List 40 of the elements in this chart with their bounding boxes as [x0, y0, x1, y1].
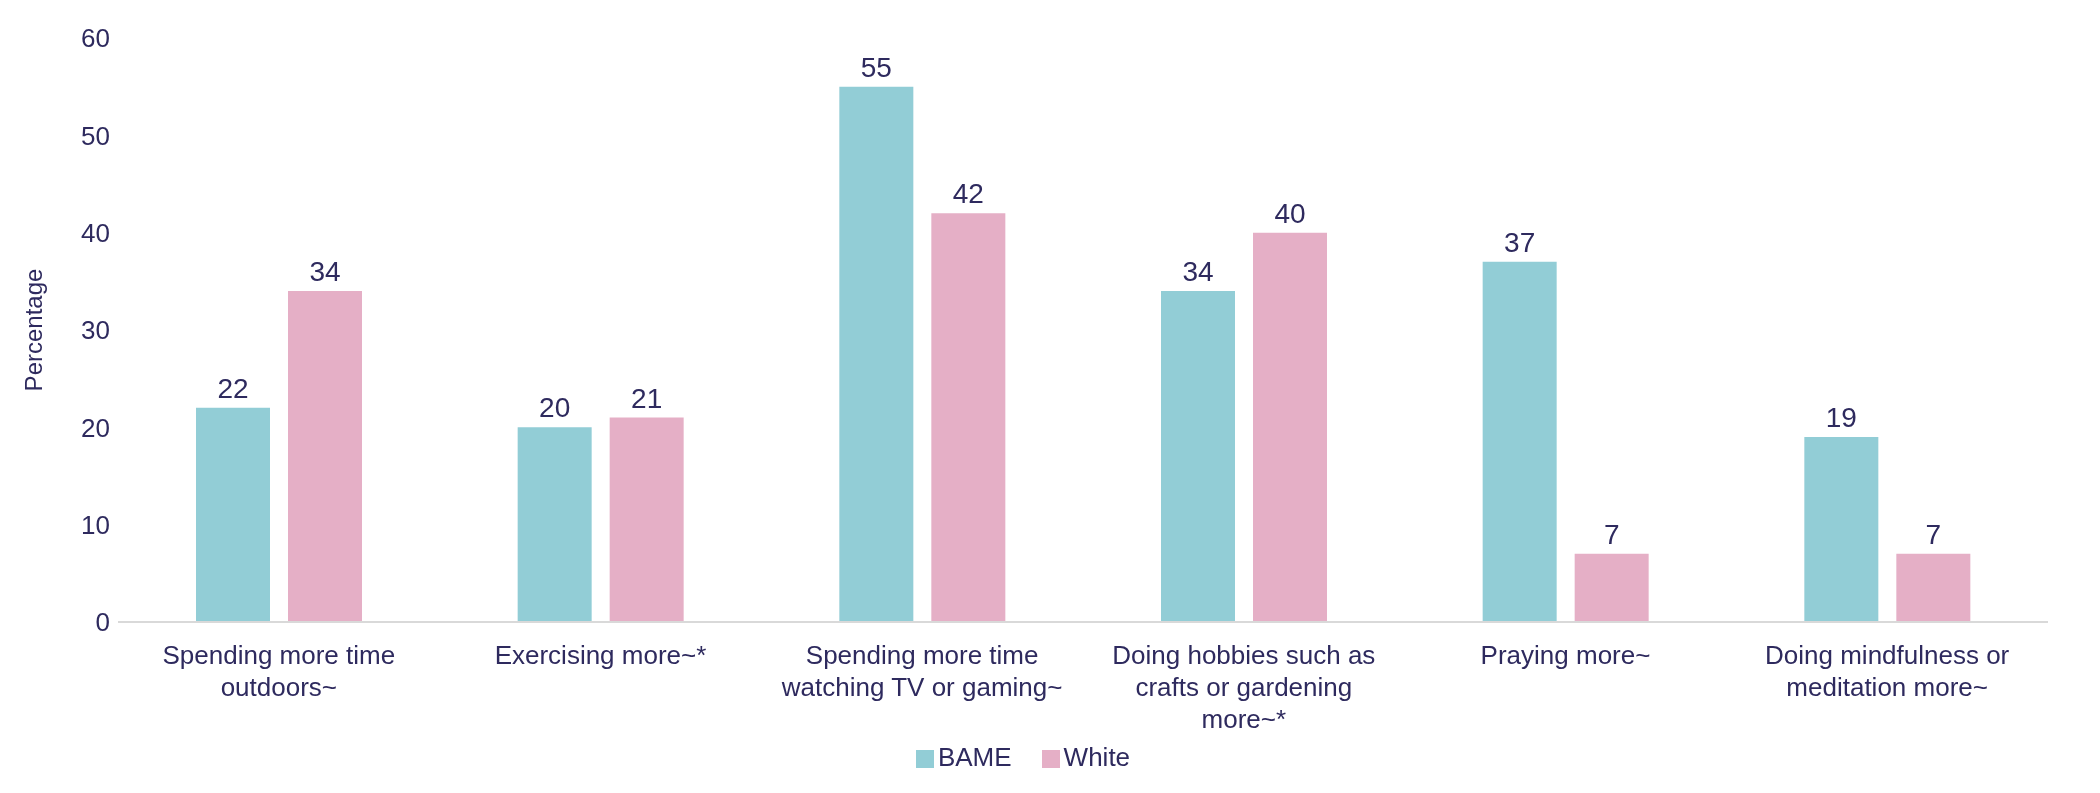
y-tick-label: 50: [81, 120, 110, 151]
y-tick-label: 30: [81, 315, 110, 346]
bar: [517, 427, 592, 622]
bar: [196, 407, 270, 622]
data-label: 7: [1603, 518, 1620, 550]
y-axis-title: Percentage: [19, 268, 47, 392]
bar: [839, 86, 914, 622]
bar: [1161, 291, 1235, 622]
legend-label: BAME: [937, 742, 1012, 772]
y-tick-label: 20: [81, 412, 110, 443]
x-tick-label: Doing mindfulness or meditation more~: [1765, 640, 2010, 702]
y-tick-label: 60: [81, 23, 110, 54]
data-label: 42: [952, 178, 984, 210]
data-label: 7: [1925, 518, 1942, 550]
data-label: 21: [631, 382, 663, 414]
bar: [1804, 437, 1879, 622]
bar: [931, 213, 1006, 622]
bar: [288, 291, 362, 622]
x-tick-label: Doing hobbies such as crafts or gardening more~*: [1112, 640, 1376, 734]
bar: [609, 417, 684, 622]
bar: [1253, 232, 1327, 622]
bar: [1574, 553, 1649, 622]
data-label: 34: [1182, 256, 1214, 288]
data-label: 19: [1825, 402, 1857, 434]
y-tick-label: 10: [81, 509, 110, 540]
y-tick-label: 0: [95, 607, 110, 638]
data-label: 22: [217, 372, 249, 404]
data-label: 40: [1274, 197, 1306, 229]
bar: [1482, 261, 1557, 622]
legend-label: White: [1063, 742, 1131, 772]
x-tick-label: Spending more time outdoors~: [162, 640, 396, 702]
data-label: 20: [539, 392, 571, 424]
x-tick-label: Praying more~: [1480, 640, 1651, 670]
x-tick-label: Spending more time watching TV or gaming~: [780, 640, 1063, 702]
data-label: 37: [1504, 226, 1536, 258]
bar: [1896, 553, 1971, 622]
data-label: 55: [860, 51, 892, 83]
data-label: 34: [309, 256, 341, 288]
y-tick-label: 40: [81, 217, 110, 248]
x-tick-label: Exercising more~*: [494, 640, 707, 670]
